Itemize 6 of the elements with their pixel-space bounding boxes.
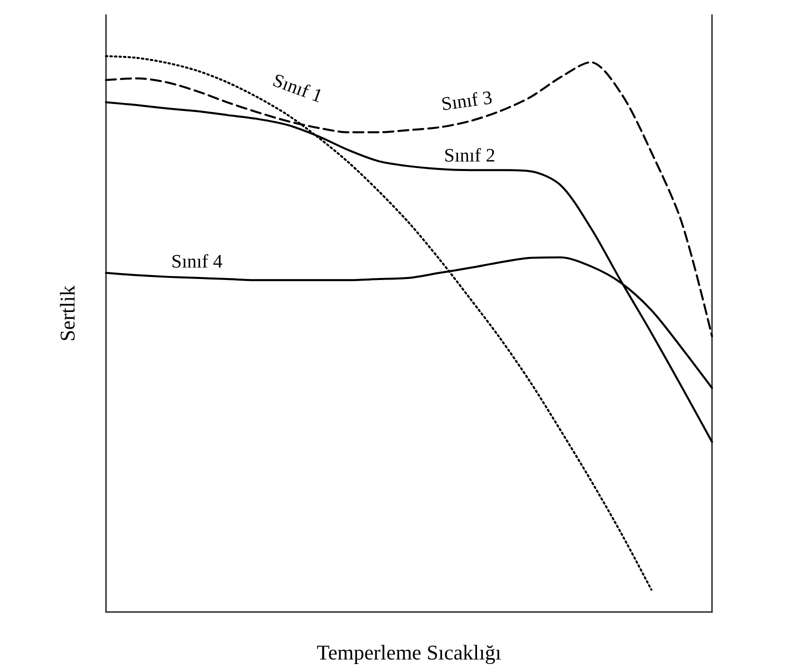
y-axis-title: Sertlik [56, 285, 80, 342]
x-axis-title: Temperleme Sıcaklığı [316, 640, 502, 664]
text: Sınıf 3 [440, 87, 494, 116]
series-label: Sınıf 2 [444, 146, 496, 167]
text: Sınıf 1 [270, 70, 326, 108]
series-label: Sınıf 4 [171, 251, 223, 272]
